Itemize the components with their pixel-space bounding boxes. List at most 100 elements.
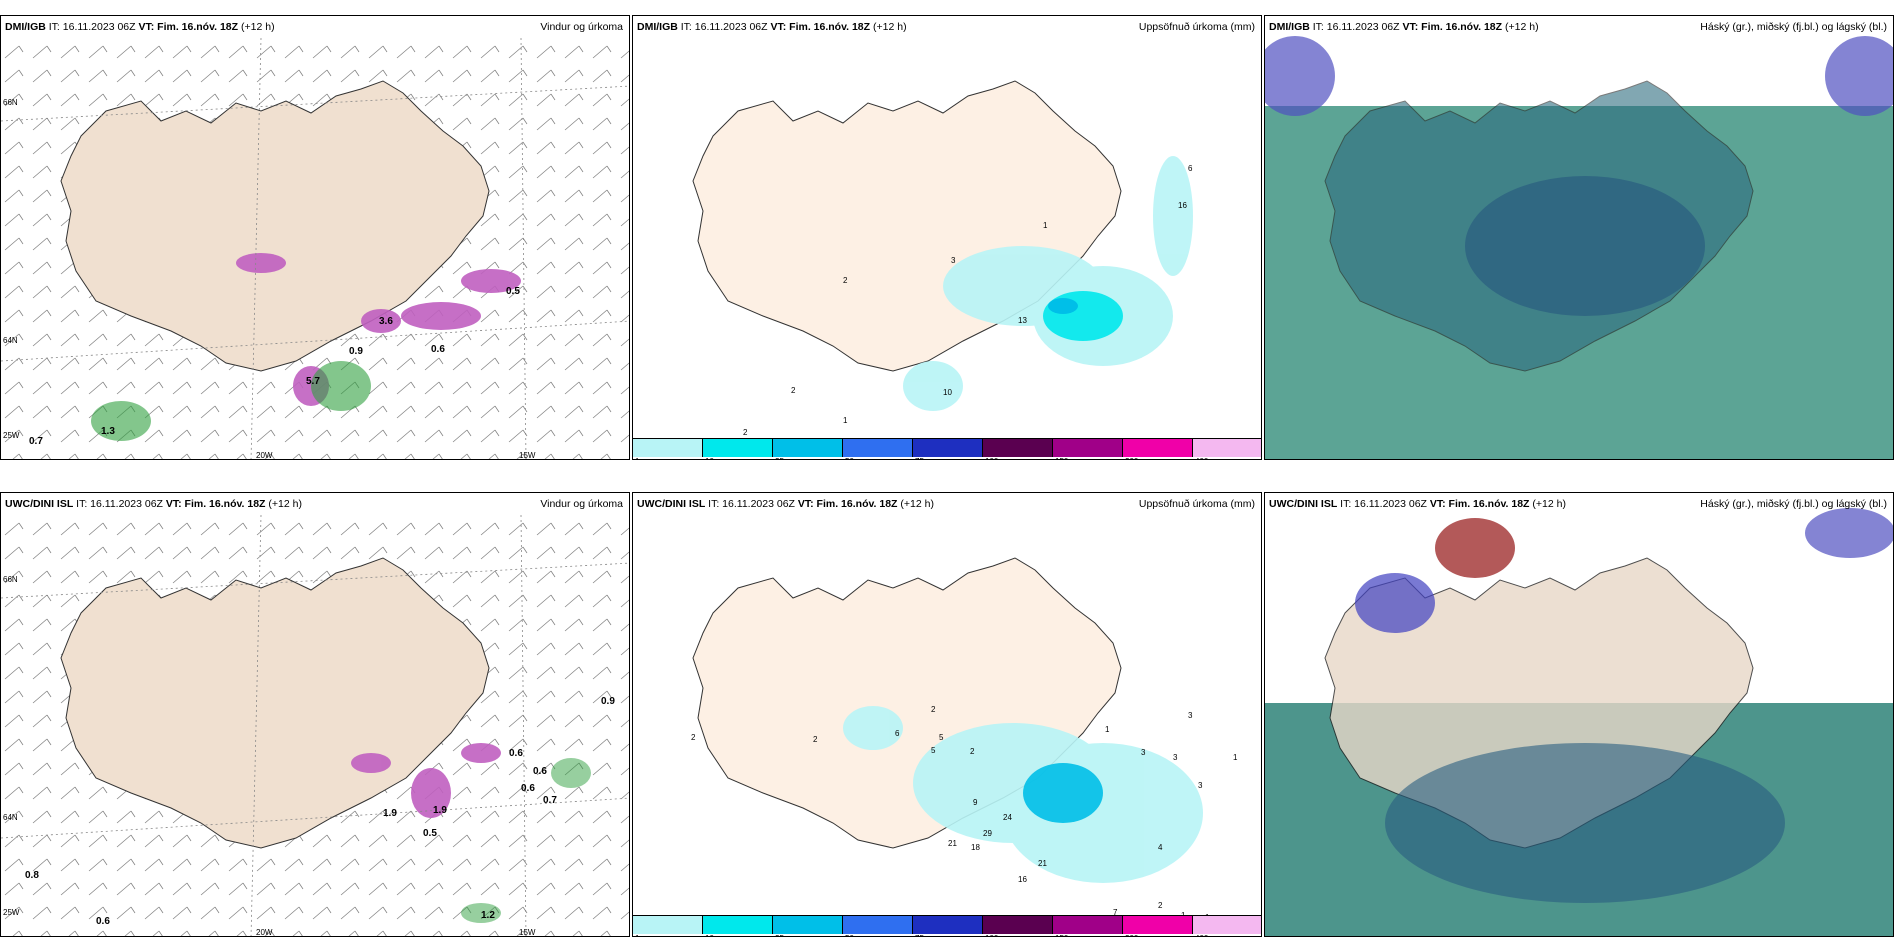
precip-value: 0.7 [29, 436, 43, 447]
precip-value: 1.9 [383, 808, 397, 819]
precip-contour-label: 9 [973, 798, 978, 807]
colorbar-level-label: 75 [915, 934, 924, 936]
lat-label-64: 64N [3, 813, 18, 822]
precip-contour-label: 3 [1141, 748, 1146, 757]
precip-contour-label: 1 [1233, 753, 1238, 762]
lon-label-15: 15W [519, 928, 536, 937]
panel-precip-dmi: DMI/IGB IT: 16.11.2023 06Z VT: Fim. 16.n… [632, 15, 1262, 460]
panel-wind-uwc: UWC/DINI ISL IT: 16.11.2023 06Z VT: Fim.… [0, 492, 630, 937]
precip-value: 0.9 [601, 696, 615, 707]
precip-map [692, 80, 1193, 411]
precip-contour-label: 3 [1188, 711, 1193, 720]
precip-contour-label: 1 [1043, 221, 1048, 230]
precip-map [692, 557, 1203, 883]
init-time: IT: 16.11.2023 06Z [1340, 498, 1427, 510]
cloud-map [1265, 36, 1893, 459]
precip-value: 0.9 [349, 346, 363, 357]
valid-time: VT: Fim. 16.nóv. 18Z [770, 21, 871, 33]
precip-value: 0.6 [96, 916, 110, 927]
precip-contour-label: 2 [743, 428, 748, 437]
precip-contour-label: 2 [931, 705, 936, 714]
colorbar-level-label: 1 [635, 457, 639, 459]
colorbar-level-label: 1 [635, 934, 639, 936]
panel-header: UWC/DINI ISL IT: 16.11.2023 06Z VT: Fim.… [1265, 493, 1893, 515]
model-name: UWC/DINI ISL [1269, 498, 1338, 510]
colorbar-level-label: 10 [705, 934, 714, 936]
colorbar-level-label: 150 [1055, 934, 1068, 936]
lead-time: (+12 h) [900, 498, 934, 510]
init-time: IT: 16.11.2023 06Z [76, 498, 163, 510]
colorbar-level-label: 200 [1125, 934, 1138, 936]
precip-contour-label: 13 [1018, 316, 1027, 325]
precip-contour-label: 5 [939, 733, 944, 742]
panel-header: UWC/DINI ISL IT: 16.11.2023 06Z VT: Fim.… [1, 493, 629, 515]
panel-header: DMI/IGB IT: 16.11.2023 06Z VT: Fim. 16.n… [1, 16, 629, 38]
wind-map [1, 514, 629, 936]
colorbar-level-label: 400 [1195, 457, 1208, 459]
precip-value: 0.6 [521, 783, 535, 794]
panel-title: Vindur og úrkoma [540, 498, 623, 510]
lead-time: (+12 h) [1532, 498, 1566, 510]
precip-value: 0.6 [533, 766, 547, 777]
colorbar-level-label: 75 [915, 457, 924, 459]
model-name: UWC/DINI ISL [5, 498, 74, 510]
precip-contour-label: 3 [951, 256, 956, 265]
panel-title: Uppsöfnuð úrkoma (mm) [1138, 21, 1255, 33]
lead-time: (+12 h) [873, 21, 907, 33]
precip-contour-label: 21 [948, 839, 957, 848]
precip-contour-label: 24 [1003, 813, 1012, 822]
precip-contour-label: 10 [943, 388, 952, 397]
colorbar-level-label: 200 [1125, 457, 1138, 459]
lon-label-20: 20W [256, 451, 273, 460]
precip-contour-label: 1 [1105, 725, 1110, 734]
precip-contour-label: 29 [983, 829, 992, 838]
init-time: IT: 16.11.2023 06Z [48, 21, 136, 33]
wind-map [1, 37, 629, 459]
precip-contour-label: 16 [1178, 201, 1187, 210]
model-name: DMI/IGB [637, 21, 678, 33]
precip-contour-label: 3 [1198, 781, 1203, 790]
precip-value: 0.6 [509, 748, 523, 759]
precip-contour-label: 1 [843, 416, 848, 425]
precip-value: 5.7 [306, 376, 320, 387]
precip-contour-label: 5 [931, 746, 936, 755]
panel-title: Háský (gr.), miðský (fj.bl.) og lágský (… [1700, 498, 1887, 510]
panel-header: UWC/DINI ISL IT: 16.11.2023 06Z VT: Fim.… [633, 493, 1261, 515]
precip-value: 0.6 [431, 344, 445, 355]
precip-contour-label: 21 [1038, 859, 1047, 868]
panel-header: DMI/IGB IT: 16.11.2023 06Z VT: Fim. 16.n… [1265, 16, 1893, 38]
lat-label-66: 66N [3, 98, 18, 107]
valid-time: VT: Fim. 16.nóv. 18Z [797, 498, 898, 510]
precip-contour-label: 2 [791, 386, 796, 395]
precip-value: 1.9 [433, 805, 447, 816]
precip-contour-label: 2 [843, 276, 848, 285]
lat-label-66: 66N [3, 575, 18, 584]
precip-contour-label: 6 [1188, 164, 1193, 173]
precip-contour-label: 16 [1018, 875, 1027, 884]
panel-wind-dmi: DMI/IGB IT: 16.11.2023 06Z VT: Fim. 16.n… [0, 15, 630, 460]
lead-time: (+12 h) [241, 21, 275, 33]
colorbar-level-label: 100 [985, 457, 998, 459]
precip-value: 0.5 [423, 828, 437, 839]
colorbar-level-label: 25 [775, 457, 784, 459]
precip-value: 1.2 [481, 910, 495, 921]
model-name: DMI/IGB [1269, 21, 1310, 33]
precip-contour-label: 7 [1113, 908, 1118, 917]
init-time: IT: 16.11.2023 06Z [680, 21, 768, 33]
precip-contour-label: 3 [1173, 753, 1178, 762]
precip-value: 3.6 [379, 316, 393, 327]
lon-label-25: 25W [3, 908, 20, 917]
precip-value: 0.8 [25, 870, 39, 881]
model-name: UWC/DINI ISL [637, 498, 706, 510]
precip-contour-label: 2 [813, 735, 818, 744]
precip-contour-label: 2 [970, 747, 975, 756]
lead-time: (+12 h) [268, 498, 302, 510]
precip-value: 0.7 [543, 795, 557, 806]
precip-contour-label: 4 [1158, 843, 1163, 852]
valid-time: VT: Fim. 16.nóv. 18Z [165, 498, 266, 510]
precip-contour-label: 18 [971, 843, 980, 852]
panel-clouds-uwc: UWC/DINI ISL IT: 16.11.2023 06Z VT: Fim.… [1264, 492, 1894, 937]
lon-label-25: 25W [3, 431, 20, 440]
panel-precip-uwc: UWC/DINI ISL IT: 16.11.2023 06Z VT: Fim.… [632, 492, 1262, 937]
colorbar: 1 10 25 50 75 100 150 200 400 [633, 438, 1261, 459]
